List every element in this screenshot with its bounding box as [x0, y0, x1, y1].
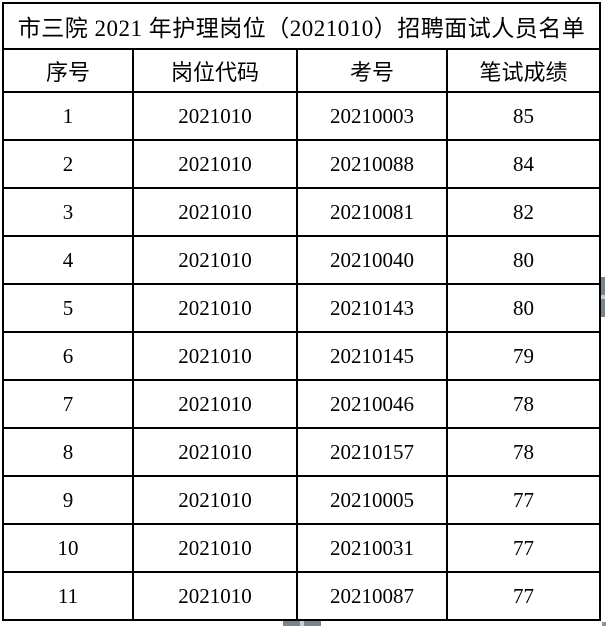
- cell-exam-number: 20210143: [296, 283, 448, 333]
- cell-seq-number: 3: [2, 187, 134, 237]
- cell-seq-number: 11: [2, 571, 134, 621]
- cell-written-score: 77: [446, 523, 601, 573]
- cell-exam-number: 20210046: [296, 379, 448, 429]
- cell-seq-number: 2: [2, 139, 134, 189]
- cell-seq-number: 8: [2, 427, 134, 477]
- cell-written-score: 77: [446, 475, 601, 525]
- cell-exam-number: 20210157: [296, 427, 448, 477]
- cell-written-score: 79: [446, 331, 601, 381]
- header-written-score: 笔试成绩: [446, 48, 601, 93]
- horizontal-scrollbar-thumb[interactable]: [283, 621, 321, 626]
- table-row: 3 2021010 20210081 82: [2, 187, 601, 237]
- cell-position-code: 2021010: [132, 283, 298, 333]
- cell-exam-number: 20210003: [296, 91, 448, 141]
- scrollbar-corner: [602, 622, 606, 626]
- cell-exam-number: 20210031: [296, 523, 448, 573]
- cell-exam-number: 20210081: [296, 187, 448, 237]
- cell-written-score: 77: [446, 571, 601, 621]
- header-row: 序号 岗位代码 考号 笔试成绩: [2, 48, 601, 93]
- cell-seq-number: 7: [2, 379, 134, 429]
- cell-exam-number: 20210040: [296, 235, 448, 285]
- cell-position-code: 2021010: [132, 379, 298, 429]
- cell-written-score: 82: [446, 187, 601, 237]
- table-row: 5 2021010 20210143 80: [2, 283, 601, 333]
- table-row: 4 2021010 20210040 80: [2, 235, 601, 285]
- header-position-code: 岗位代码: [132, 48, 298, 93]
- cell-seq-number: 9: [2, 475, 134, 525]
- table-title: 市三院 2021 年护理岗位（2021010）招聘面试人员名单: [2, 2, 601, 50]
- cell-position-code: 2021010: [132, 331, 298, 381]
- cell-seq-number: 5: [2, 283, 134, 333]
- cell-exam-number: 20210087: [296, 571, 448, 621]
- cell-position-code: 2021010: [132, 139, 298, 189]
- table-row: 1 2021010 20210003 85: [2, 91, 601, 141]
- cell-position-code: 2021010: [132, 91, 298, 141]
- cell-seq-number: 10: [2, 523, 134, 573]
- header-seq-number: 序号: [2, 48, 134, 93]
- cell-position-code: 2021010: [132, 523, 298, 573]
- cell-written-score: 78: [446, 427, 601, 477]
- table-row: 11 2021010 20210087 77: [2, 571, 601, 621]
- cell-position-code: 2021010: [132, 427, 298, 477]
- cell-written-score: 80: [446, 283, 601, 333]
- cell-seq-number: 4: [2, 235, 134, 285]
- table-row: 9 2021010 20210005 77: [2, 475, 601, 525]
- table-row: 7 2021010 20210046 78: [2, 379, 601, 429]
- cell-exam-number: 20210005: [296, 475, 448, 525]
- cell-seq-number: 6: [2, 331, 134, 381]
- title-row: 市三院 2021 年护理岗位（2021010）招聘面试人员名单: [2, 2, 601, 50]
- header-exam-number: 考号: [296, 48, 448, 93]
- table-row: 8 2021010 20210157 78: [2, 427, 601, 477]
- cell-position-code: 2021010: [132, 187, 298, 237]
- cell-position-code: 2021010: [132, 571, 298, 621]
- table-row: 2 2021010 20210088 84: [2, 139, 601, 189]
- cell-position-code: 2021010: [132, 475, 298, 525]
- table-row: 6 2021010 20210145 79: [2, 331, 601, 381]
- cell-written-score: 85: [446, 91, 601, 141]
- interview-roster-table: 市三院 2021 年护理岗位（2021010）招聘面试人员名单 序号 岗位代码 考号…: [2, 2, 601, 621]
- vertical-scrollbar-thumb[interactable]: [601, 277, 605, 317]
- table-row: 10 2021010 20210031 77: [2, 523, 601, 573]
- cell-position-code: 2021010: [132, 235, 298, 285]
- cell-seq-number: 1: [2, 91, 134, 141]
- cell-exam-number: 20210145: [296, 331, 448, 381]
- cell-written-score: 84: [446, 139, 601, 189]
- cell-written-score: 80: [446, 235, 601, 285]
- cell-written-score: 78: [446, 379, 601, 429]
- cell-exam-number: 20210088: [296, 139, 448, 189]
